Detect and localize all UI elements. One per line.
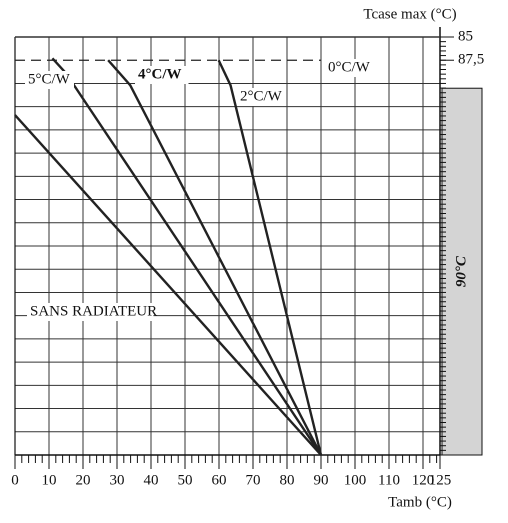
y-tick-label: 85	[458, 28, 473, 44]
x-tick-label: 100	[344, 472, 367, 488]
x-tick-label: 80	[280, 472, 295, 488]
x-tick-label: 20	[76, 472, 91, 488]
x-tick-label: 120	[412, 472, 435, 488]
zone-label: 90°C	[453, 255, 469, 287]
label-bg	[25, 71, 74, 89]
x-tick-label: 110	[378, 472, 400, 488]
x-tick-label: 50	[178, 472, 193, 488]
series-label: 0°C/W	[328, 59, 371, 75]
x-tick-label: 0	[11, 472, 19, 488]
x-tick-label: 10	[42, 472, 57, 488]
series-label: 2°C/W	[240, 88, 283, 104]
label-bg	[135, 66, 189, 84]
zone-box	[441, 87, 483, 456]
x-tick-label: 40	[144, 472, 159, 488]
x-tick-label: 30	[110, 472, 125, 488]
x-axis-label: Tamb (°C)	[388, 494, 452, 510]
label-bg	[27, 303, 154, 321]
series-label: 5°C/W	[28, 71, 71, 87]
series-line	[14, 114, 322, 456]
x-tick-label: 90	[314, 472, 329, 488]
label-bg	[325, 59, 374, 77]
y-tick-label: 87,5	[458, 52, 484, 68]
x-tick-label: 125	[429, 472, 452, 488]
chart-title: Tcase max (°C)	[363, 6, 456, 22]
series-label: 4°C/W	[138, 66, 182, 82]
series-label: SANS RADIATEUR	[30, 303, 157, 319]
series-line	[51, 57, 322, 456]
label-bg	[237, 88, 286, 106]
x-tick-label: 70	[246, 472, 261, 488]
x-tick-label: 60	[212, 472, 227, 488]
series-line	[217, 59, 323, 456]
series-line	[107, 59, 323, 456]
